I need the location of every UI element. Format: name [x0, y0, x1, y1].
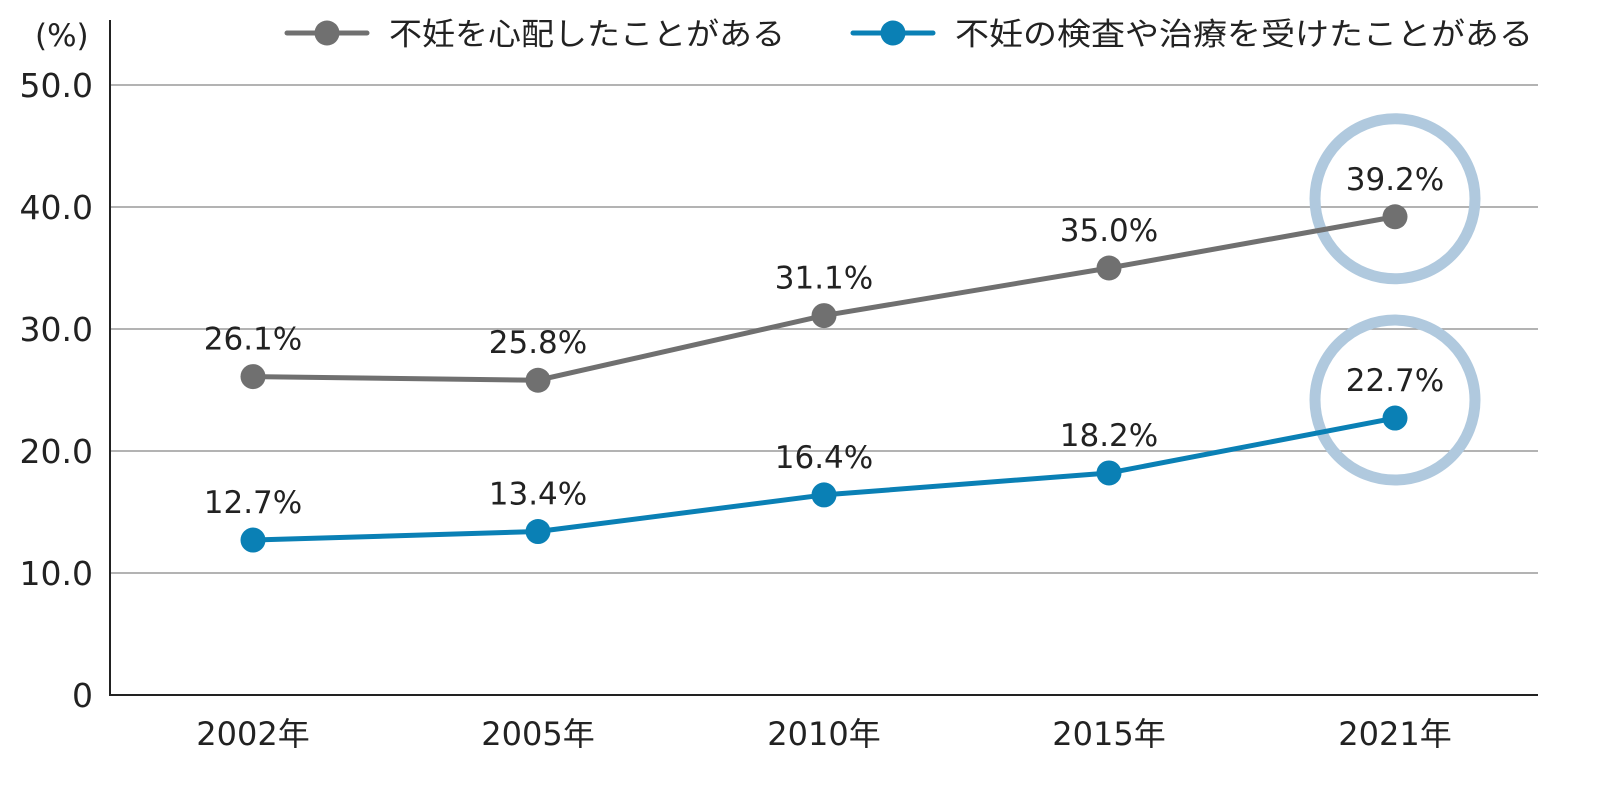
data-label: 35.0% — [1060, 213, 1158, 249]
highlight-circles — [1309, 113, 1481, 486]
y-tick-label: 0 — [72, 676, 93, 715]
legend-swatch-marker — [314, 20, 340, 46]
data-label: 12.7% — [204, 485, 302, 521]
data-point — [811, 303, 837, 329]
x-tick-labels: 2002年 2005年 2010年 2015年 2021年 — [196, 715, 1451, 753]
highlight-circle — [1309, 314, 1481, 486]
data-label: 16.4% — [775, 440, 873, 476]
y-tick-label: 20.0 — [20, 432, 93, 471]
x-tick-label: 2002年 — [196, 715, 309, 753]
y-tick-label: 40.0 — [20, 188, 93, 227]
data-label: 22.7% — [1346, 363, 1444, 399]
data-label: 18.2% — [1060, 418, 1158, 454]
data-labels: 26.1% 25.8% 31.1% 35.0% 39.2% 12.7% 13.4% 16.4%… — [204, 162, 1444, 521]
data-point — [1096, 255, 1122, 281]
y-tick-label: 10.0 — [20, 554, 93, 593]
x-tick-label: 2015年 — [1052, 715, 1165, 753]
series — [240, 204, 1408, 553]
data-point — [1096, 460, 1122, 486]
data-label: 31.1% — [775, 261, 873, 297]
y-tick-labels: 0 10.0 20.0 30.0 40.0 50.0 — [20, 66, 93, 715]
legend-label: 不妊を心配したことがある — [389, 17, 785, 53]
data-label: 13.4% — [489, 477, 587, 513]
data-label: 25.8% — [489, 325, 587, 361]
series-line — [252, 214, 1396, 383]
legend-swatch-marker — [880, 20, 906, 46]
y-tick-label: 50.0 — [20, 66, 93, 105]
x-tick-label: 2010年 — [767, 715, 880, 753]
data-point — [525, 367, 551, 393]
y-axis-unit: (%) — [35, 18, 89, 54]
data-point — [525, 519, 551, 545]
series-line — [252, 415, 1396, 543]
data-label: 39.2% — [1346, 162, 1444, 198]
data-point — [811, 482, 837, 508]
axes — [109, 20, 1538, 696]
highlight-circle — [1309, 113, 1481, 285]
data-point — [1382, 204, 1408, 230]
legend: 不妊を心配したことがある 不妊の検査や治療を受けたことがある — [284, 17, 1533, 53]
data-point — [1382, 405, 1408, 431]
legend-label: 不妊の検査や治療を受けたことがある — [955, 17, 1533, 53]
x-tick-label: 2021年 — [1338, 715, 1451, 753]
data-point — [240, 527, 266, 553]
y-tick-label: 30.0 — [20, 310, 93, 349]
x-tick-label: 2005年 — [481, 715, 594, 753]
data-label: 26.1% — [204, 322, 302, 358]
data-point — [240, 364, 266, 390]
grid-lines — [110, 84, 1538, 574]
